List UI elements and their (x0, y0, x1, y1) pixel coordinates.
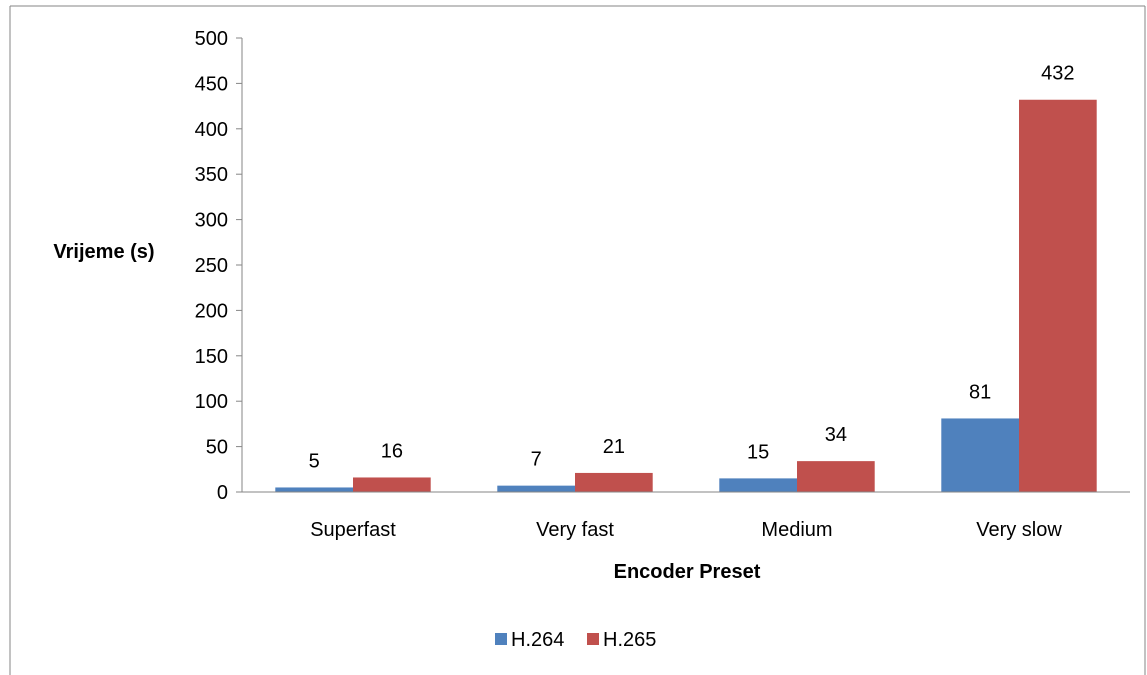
y-tick-label: 50 (206, 437, 228, 459)
bar (797, 461, 875, 492)
y-tick-label: 450 (195, 73, 228, 95)
y-tick-label: 350 (195, 164, 228, 186)
x-tick-label: Medium (761, 519, 832, 541)
y-axis-title: Vrijeme (s) (53, 241, 154, 263)
data-label: 432 (1041, 63, 1074, 85)
bars (275, 99, 1097, 492)
y-axis-ticks: 0 50 100 150 200 250 300 350 400 450 500 (195, 28, 242, 504)
y-tick-label: 200 (195, 300, 228, 322)
legend: H.264 H.265 (495, 629, 656, 651)
x-axis-ticks: Superfast Very fast Medium Very slow (310, 519, 1062, 541)
legend-label: H.265 (603, 629, 656, 651)
bar (1019, 99, 1097, 492)
x-tick-label: Superfast (310, 519, 396, 541)
y-tick-label: 300 (195, 210, 228, 232)
data-label: 5 (309, 450, 320, 472)
x-axis-title: Encoder Preset (614, 561, 761, 583)
data-label: 21 (603, 436, 625, 458)
y-tick-label: 250 (195, 255, 228, 277)
data-label: 34 (825, 424, 847, 446)
legend-swatch (587, 633, 599, 645)
bar (353, 477, 431, 492)
y-tick-label: 100 (195, 391, 228, 413)
data-label: 81 (969, 381, 991, 403)
y-tick-label: 150 (195, 346, 228, 368)
y-tick-label: 500 (195, 28, 228, 50)
x-tick-label: Very fast (536, 519, 614, 541)
data-label: 16 (381, 440, 403, 462)
legend-swatch (495, 633, 507, 645)
bar (497, 485, 575, 492)
bar (275, 487, 353, 492)
legend-label: H.264 (511, 629, 564, 651)
bar (719, 478, 797, 492)
bar (941, 418, 1019, 492)
x-tick-label: Very slow (976, 519, 1062, 541)
y-tick-label: 400 (195, 119, 228, 141)
y-tick-label: 0 (217, 482, 228, 504)
data-labels: 5 16 7 21 15 34 81 432 (309, 63, 1075, 473)
bar (575, 472, 653, 492)
data-label: 15 (747, 441, 769, 463)
data-label: 7 (531, 449, 542, 471)
